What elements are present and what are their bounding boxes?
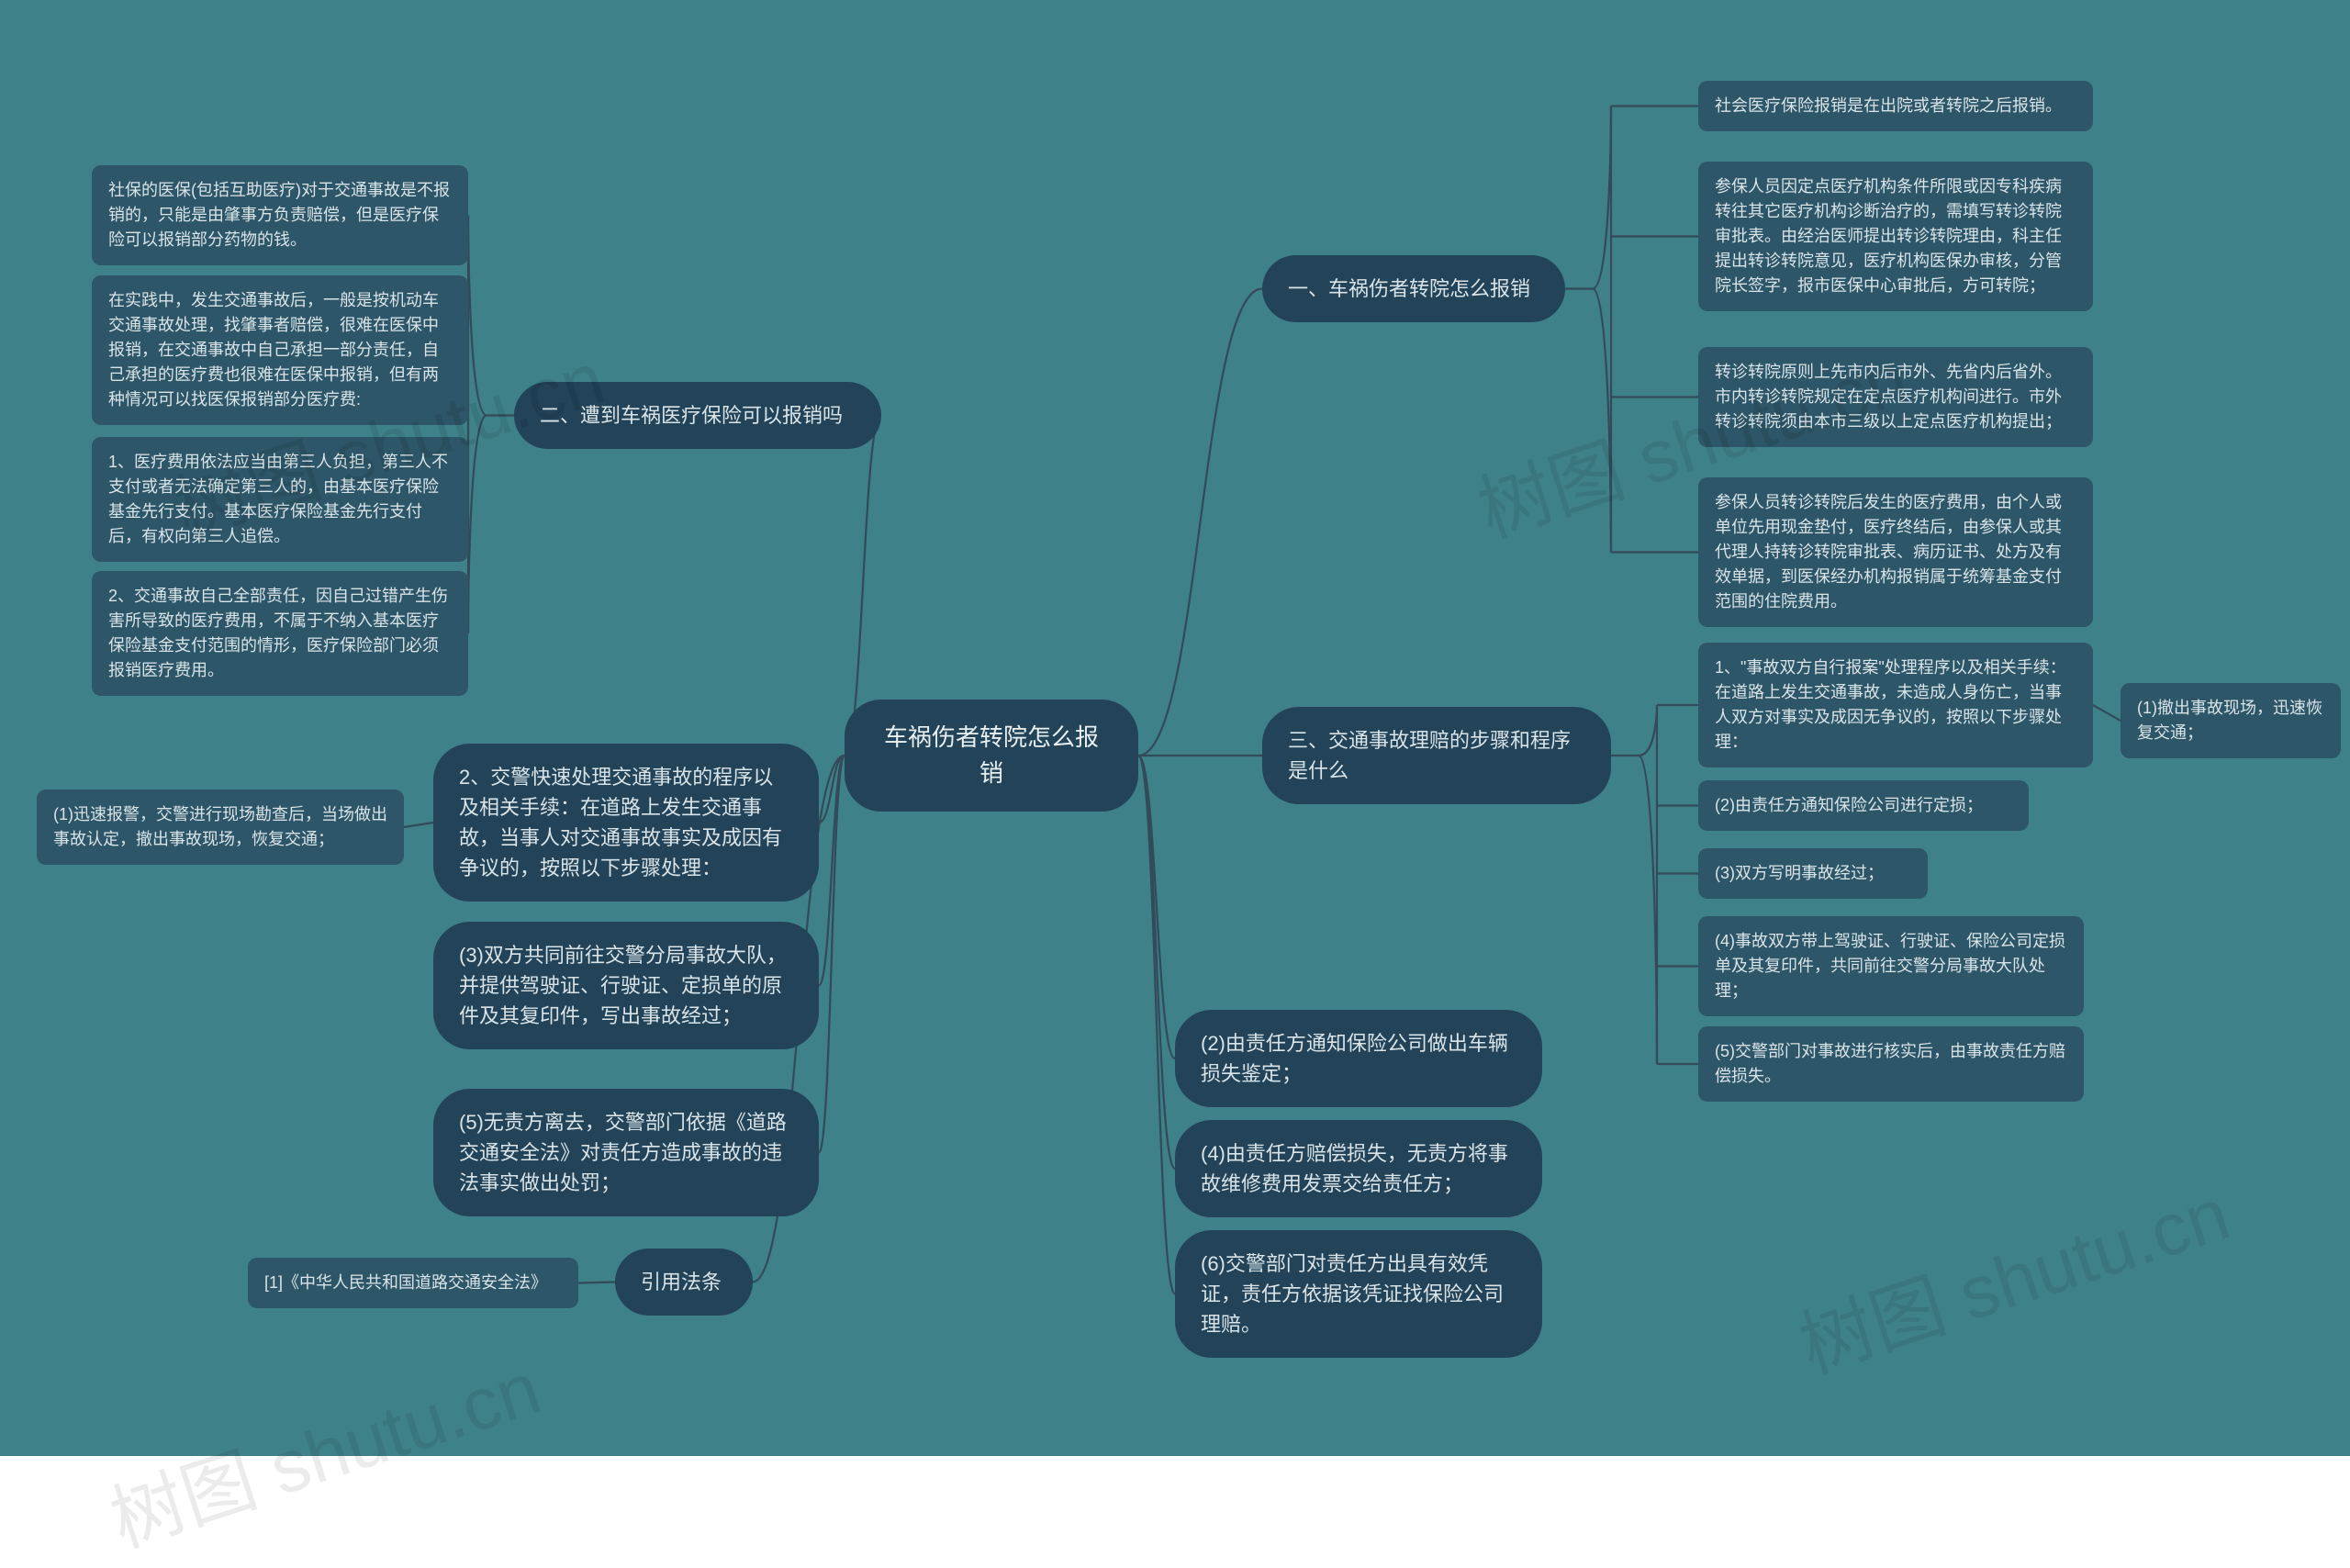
mindmap-node[interactable]: (2)由责任方通知保险公司做出车辆损失鉴定；	[1175, 1010, 1542, 1107]
node-label: (2)由责任方通知保险公司做出车辆损失鉴定；	[1201, 1032, 1508, 1085]
mindmap-node[interactable]: (1)迅速报警，交警进行现场勘查后，当场做出事故认定，撤出事故现场，恢复交通；	[37, 790, 404, 865]
mindmap-node[interactable]: 在实践中，发生交通事故后，一般是按机动车交通事故处理，找肇事者赔偿，很难在医保中…	[92, 275, 468, 425]
mindmap-node[interactable]: (5)无责方离去，交警部门依据《道路交通安全法》对责任方造成事故的违法事实做出处…	[433, 1089, 819, 1216]
mindmap-node[interactable]: (4)事故双方带上驾驶证、行驶证、保险公司定损单及其复印件，共同前往交警分局事故…	[1698, 916, 2084, 1016]
node-label: 二、遭到车祸医疗保险可以报销吗	[540, 404, 843, 427]
node-label: 车祸伤者转院怎么报销	[884, 723, 1099, 787]
mindmap-node[interactable]: (1)撤出事故现场，迅速恢复交通；	[2121, 683, 2341, 758]
node-label: (2)由责任方通知保险公司进行定损；	[1715, 796, 1983, 814]
node-label: (1)迅速报警，交警进行现场勘查后，当场做出事故认定，撤出事故现场，恢复交通；	[53, 805, 387, 848]
node-label: (6)交警部门对责任方出具有效凭证，责任方依据该凭证找保险公司理赔。	[1201, 1252, 1504, 1336]
mindmap-node[interactable]: 参保人员转诊转院后发生的医疗费用，由个人或单位先用现金垫付，医疗终结后，由参保人…	[1698, 477, 2093, 627]
mindmap-node[interactable]: [1]《中华人民共和国道路交通安全法》	[248, 1258, 578, 1308]
mindmap-node[interactable]: (3)双方写明事故经过；	[1698, 848, 1928, 899]
mindmap-node[interactable]: 车祸伤者转院怎么报销	[845, 700, 1138, 812]
node-label: 引用法条	[641, 1271, 722, 1294]
mindmap-node[interactable]: 引用法条	[615, 1249, 753, 1316]
node-label: 2、交通事故自己全部责任，因自己过错产生伤害所导致的医疗费用，不属于不纳入基本医…	[108, 587, 448, 679]
mindmap-node[interactable]: (2)由责任方通知保险公司进行定损；	[1698, 780, 2029, 831]
node-label: 1、医疗费用依法应当由第三人负担，第三人不支付或者无法确定第三人的，由基本医疗保…	[108, 453, 448, 545]
node-label: (3)双方写明事故经过；	[1715, 864, 1884, 882]
mindmap-node[interactable]: (3)双方共同前往交警分局事故大队，并提供驾驶证、行驶证、定损单的原件及其复印件…	[433, 922, 819, 1049]
mindmap-node[interactable]: (5)交警部门对事故进行核实后，由事故责任方赔偿损失。	[1698, 1026, 2084, 1102]
mindmap-node[interactable]: 转诊转院原则上先市内后市外、先省内后省外。市内转诊转院规定在定点医疗机构间进行。…	[1698, 347, 2093, 447]
mindmap-node[interactable]: 1、"事故双方自行报案"处理程序以及相关手续：在道路上发生交通事故，未造成人身伤…	[1698, 643, 2093, 767]
node-label: 2、交警快速处理交通事故的程序以及相关手续：在道路上发生交通事故，当事人对交通事…	[459, 766, 782, 879]
node-label: (1)撤出事故现场，迅速恢复交通；	[2137, 699, 2322, 742]
mindmap-node[interactable]: (4)由责任方赔偿损失，无责方将事故维修费用发票交给责任方；	[1175, 1120, 1542, 1217]
mindmap-node[interactable]: 1、医疗费用依法应当由第三人负担，第三人不支付或者无法确定第三人的，由基本医疗保…	[92, 437, 468, 562]
node-label: 参保人员因定点医疗机构条件所限或因专科疾病转往其它医疗机构诊断治疗的，需填写转诊…	[1715, 177, 2062, 295]
mindmap-node[interactable]: (6)交警部门对责任方出具有效凭证，责任方依据该凭证找保险公司理赔。	[1175, 1230, 1542, 1358]
node-label: 转诊转院原则上先市内后市外、先省内后省外。市内转诊转院规定在定点医疗机构间进行。…	[1715, 363, 2062, 431]
node-label: (4)由责任方赔偿损失，无责方将事故维修费用发票交给责任方；	[1201, 1142, 1508, 1195]
node-label: 在实践中，发生交通事故后，一般是按机动车交通事故处理，找肇事者赔偿，很难在医保中…	[108, 291, 439, 409]
mindmap-node[interactable]: 二、遭到车祸医疗保险可以报销吗	[514, 382, 881, 449]
node-label: (3)双方共同前往交警分局事故大队，并提供驾驶证、行驶证、定损单的原件及其复印件…	[459, 944, 787, 1027]
node-label: 社会医疗保险报销是在出院或者转院之后报销。	[1715, 96, 2062, 115]
node-label: 一、车祸伤者转院怎么报销	[1288, 277, 1530, 300]
mindmap-node[interactable]: 社保的医保(包括互助医疗)对于交通事故是不报销的，只能是由肇事方负责赔偿，但是医…	[92, 165, 468, 265]
node-label: 1、"事故双方自行报案"处理程序以及相关手续：在道路上发生交通事故，未造成人身伤…	[1715, 658, 2066, 751]
node-label: (4)事故双方带上驾驶证、行驶证、保险公司定损单及其复印件，共同前往交警分局事故…	[1715, 932, 2065, 1000]
node-label: 参保人员转诊转院后发生的医疗费用，由个人或单位先用现金垫付，医疗终结后，由参保人…	[1715, 493, 2062, 610]
node-label: 三、交通事故理赔的步骤和程序是什么	[1288, 729, 1571, 782]
mindmap-node[interactable]: 参保人员因定点医疗机构条件所限或因专科疾病转往其它医疗机构诊断治疗的，需填写转诊…	[1698, 162, 2093, 311]
mindmap-node[interactable]: 2、交通事故自己全部责任，因自己过错产生伤害所导致的医疗费用，不属于不纳入基本医…	[92, 571, 468, 696]
node-label: [1]《中华人民共和国道路交通安全法》	[264, 1273, 547, 1292]
node-label: (5)无责方离去，交警部门依据《道路交通安全法》对责任方造成事故的违法事实做出处…	[459, 1111, 787, 1194]
mindmap-node[interactable]: 一、车祸伤者转院怎么报销	[1262, 255, 1565, 322]
node-label: 社保的医保(包括互助医疗)对于交通事故是不报销的，只能是由肇事方负责赔偿，但是医…	[108, 181, 450, 249]
mindmap-node[interactable]: 三、交通事故理赔的步骤和程序是什么	[1262, 707, 1611, 804]
mindmap-node[interactable]: 2、交警快速处理交通事故的程序以及相关手续：在道路上发生交通事故，当事人对交通事…	[433, 744, 819, 902]
mindmap-node[interactable]: 社会医疗保险报销是在出院或者转院之后报销。	[1698, 81, 2093, 131]
node-label: (5)交警部门对事故进行核实后，由事故责任方赔偿损失。	[1715, 1042, 2065, 1085]
